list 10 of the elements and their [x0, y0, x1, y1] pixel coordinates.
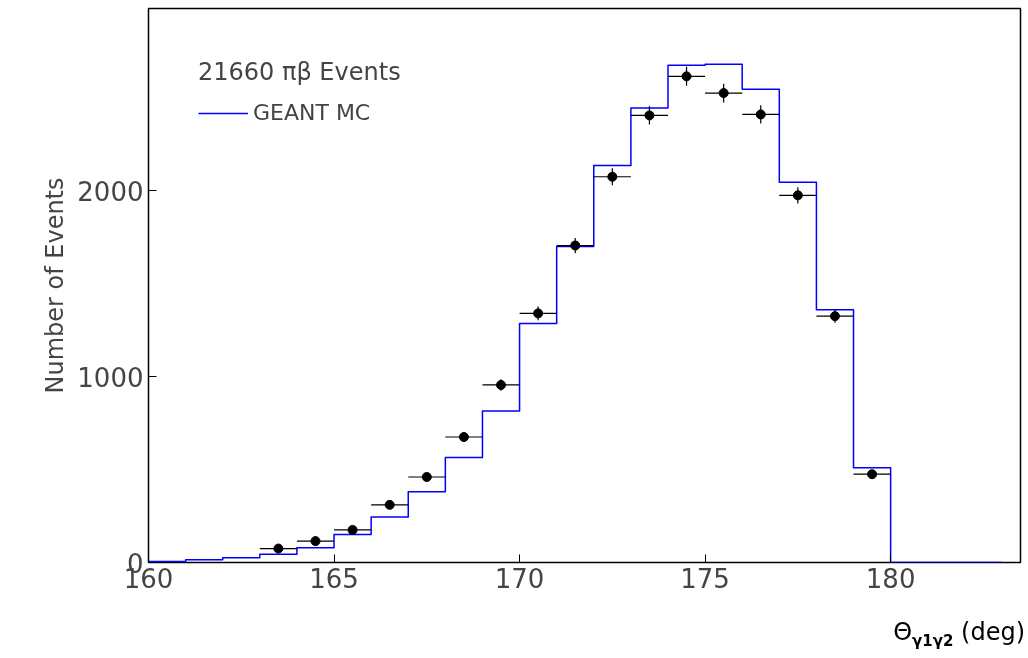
x-axis-title: Θ$_{γ1γ2}$ (deg): [893, 617, 1025, 652]
x-tick-label: 175: [680, 563, 730, 594]
x-tick-label: 165: [309, 563, 359, 594]
legend-label: GEANT MC: [253, 100, 371, 125]
y-tick-label: 1000: [77, 362, 144, 393]
y-axis-title: Number of Events: [41, 177, 70, 394]
y-tick-label: 2000: [77, 176, 144, 207]
legend-title: 21660 πβ Events: [198, 58, 401, 86]
x-tick-label: 170: [494, 563, 545, 594]
x-tick-label: 180: [865, 563, 916, 594]
